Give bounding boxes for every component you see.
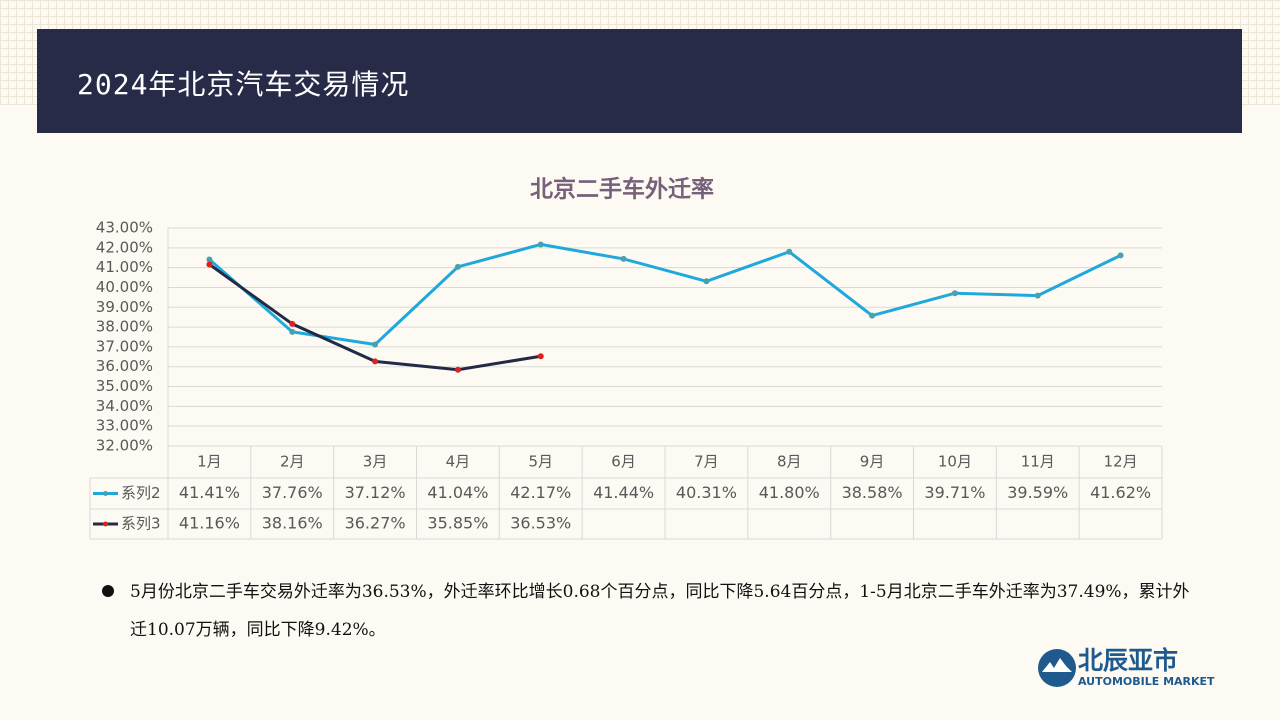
table-value: 39.59%: [1007, 483, 1068, 502]
y-tick-label: 38.00%: [96, 318, 153, 336]
data-point: [620, 255, 627, 262]
y-tick-label: 36.00%: [96, 357, 153, 375]
data-point: [951, 290, 958, 297]
legend-marker: [103, 521, 108, 527]
data-point: [537, 241, 544, 248]
table-value: 39.71%: [924, 483, 985, 502]
table-value: 41.41%: [179, 483, 240, 502]
table-value: 41.80%: [759, 483, 820, 502]
logo-name: 北辰亚市: [1078, 646, 1178, 675]
legend-label: 系列2: [121, 484, 161, 502]
table-value: 41.04%: [427, 483, 488, 502]
table-value: 40.31%: [676, 483, 737, 502]
data-point: [454, 263, 461, 270]
table-value: 42.17%: [510, 483, 571, 502]
table-value: 37.76%: [262, 483, 323, 502]
y-tick-label: 37.00%: [96, 337, 153, 355]
x-tick-label: 9月: [860, 453, 885, 471]
legend-label: 系列3: [121, 515, 161, 533]
data-point: [289, 320, 296, 327]
x-tick-label: 7月: [694, 453, 719, 471]
table-value: 35.85%: [427, 514, 488, 533]
x-tick-label: 11月: [1021, 453, 1055, 471]
data-point: [372, 341, 379, 348]
x-tick-label: 10月: [938, 453, 972, 471]
logo-icon-skyline: [1042, 658, 1072, 672]
logo: 北辰亚市 AUTOMOBILE MARKET: [1038, 646, 1215, 688]
data-point: [703, 278, 710, 285]
table-value: 37.12%: [345, 483, 406, 502]
y-tick-label: 42.00%: [96, 238, 153, 256]
bullet: [102, 585, 114, 597]
series-line: [208, 263, 541, 372]
data-point: [1117, 252, 1124, 259]
data-point: [289, 328, 296, 335]
data-point: [454, 366, 461, 373]
x-tick-label: 8月: [777, 453, 802, 471]
table-value: 41.16%: [179, 514, 240, 533]
x-tick-label: 2月: [280, 453, 305, 471]
table-value: 41.44%: [593, 483, 654, 502]
data-point: [869, 312, 876, 319]
series-line: [208, 242, 1122, 347]
y-tick-label: 35.00%: [96, 377, 153, 395]
y-tick-label: 43.00%: [96, 219, 153, 237]
chart-title: 北京二手车外迁率: [530, 176, 714, 203]
x-tick-label: 4月: [446, 453, 471, 471]
x-tick-label: 1月: [197, 453, 222, 471]
table-value: 38.58%: [842, 483, 903, 502]
y-tick-label: 40.00%: [96, 278, 153, 296]
y-tick-label: 33.00%: [96, 417, 153, 435]
x-tick-label: 12月: [1104, 453, 1138, 471]
table-value: 36.53%: [510, 514, 571, 533]
table-value: 41.62%: [1090, 483, 1151, 502]
data-point: [786, 248, 793, 255]
y-tick-label: 34.00%: [96, 397, 153, 415]
y-tick-label: 32.00%: [96, 437, 153, 455]
data-point: [372, 358, 379, 365]
table-value: 36.27%: [345, 514, 406, 533]
data-point: [1034, 292, 1041, 299]
legend-marker: [103, 491, 108, 496]
x-tick-label: 6月: [611, 453, 636, 471]
note-text: 5月份北京二手车交易外迁率为36.53%，外迁率环比增长0.68个百分点，同比下…: [130, 582, 1190, 640]
slide-title: 2024年北京汽车交易情况: [77, 68, 410, 101]
data-point: [537, 353, 544, 360]
x-tick-label: 3月: [363, 453, 388, 471]
x-tick-label: 5月: [528, 453, 553, 471]
table-value: 38.16%: [262, 514, 323, 533]
logo-subtitle: AUTOMOBILE MARKET: [1078, 675, 1215, 688]
y-tick-label: 41.00%: [96, 258, 153, 276]
data-point: [206, 261, 213, 268]
data-point: [206, 256, 213, 263]
y-tick-label: 39.00%: [96, 298, 153, 316]
header-bar: 2024年北京汽车交易情况: [37, 29, 1242, 133]
